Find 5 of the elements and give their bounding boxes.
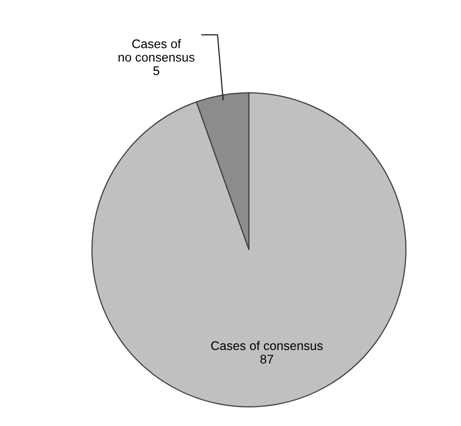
slice-label: Cases of consensus	[211, 340, 323, 350]
slice-label: Cases of no consensus	[118, 39, 194, 62]
data-label: 5	[153, 66, 160, 76]
data-label: 87	[260, 354, 274, 364]
pie-slice	[91, 92, 406, 408]
